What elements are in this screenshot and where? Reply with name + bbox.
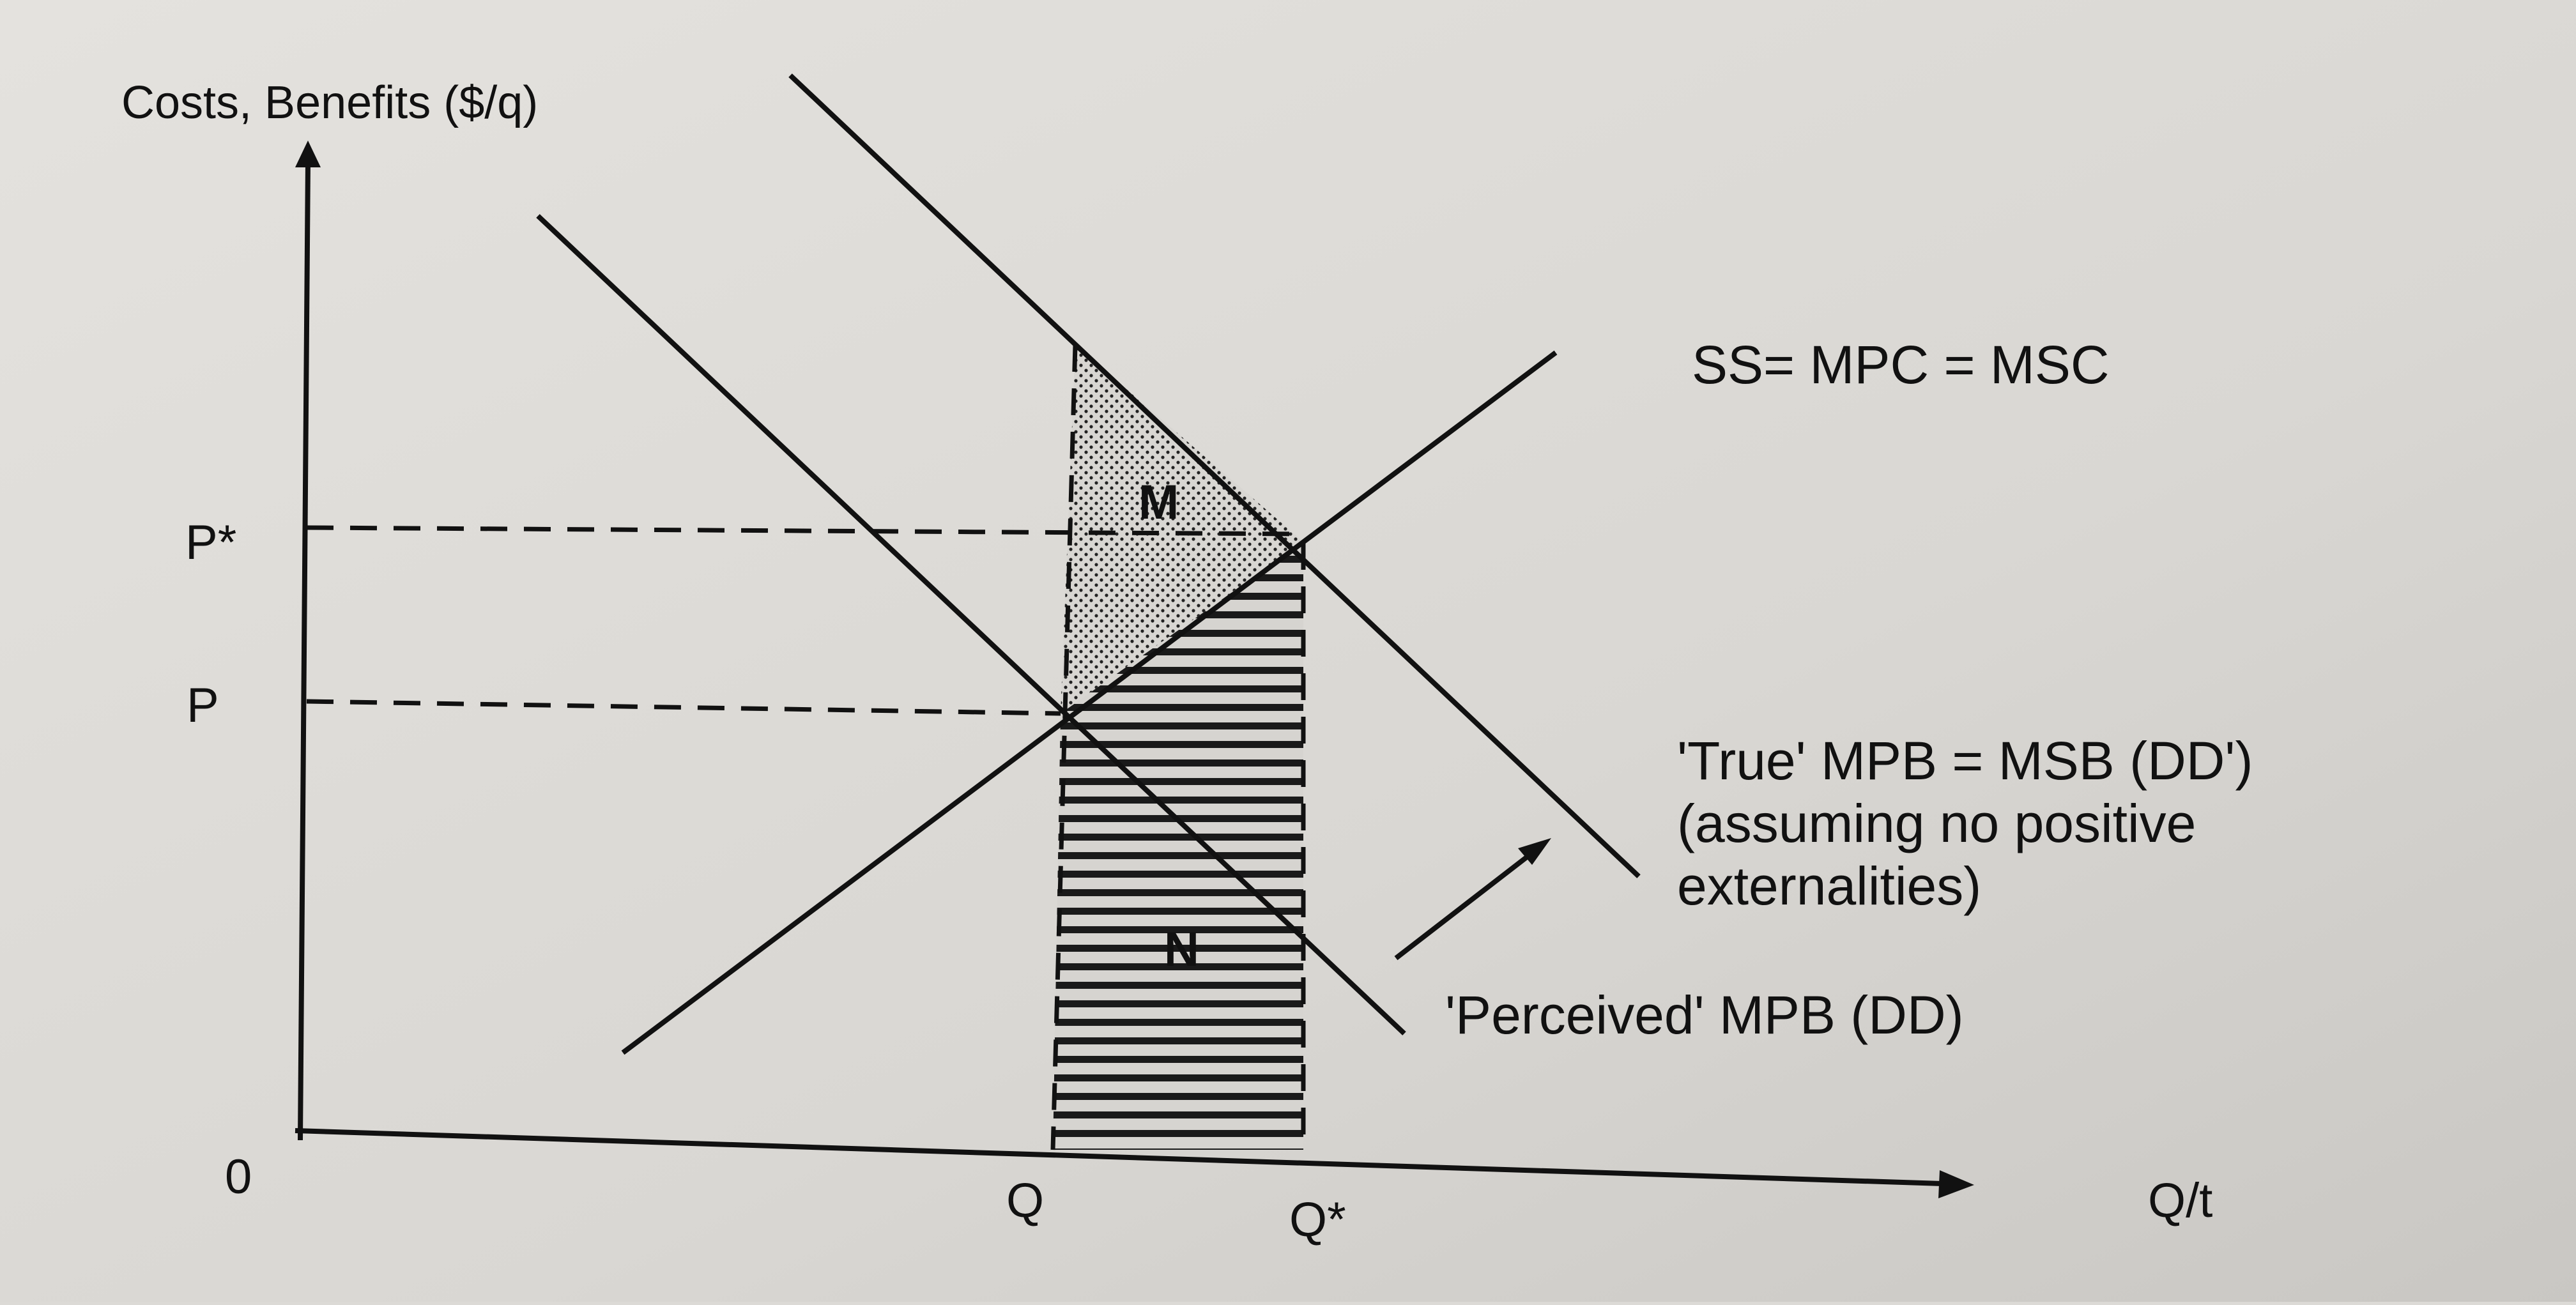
y-axis (298, 162, 310, 1141)
p-label: P (187, 678, 219, 733)
p-star-label: P* (185, 515, 236, 570)
curves (536, 73, 1641, 1055)
y-axis-arrow (295, 141, 321, 167)
q-star-label: Q* (1289, 1193, 1346, 1247)
region-m-label: M (1138, 475, 1179, 530)
origin-label: 0 (225, 1150, 252, 1204)
perceived-demand-curve (536, 214, 1406, 1035)
region-n-label: N (1164, 922, 1199, 977)
p-guide (306, 699, 1061, 716)
x-axis-arrow (1938, 1170, 1974, 1198)
q-label: Q (1006, 1173, 1044, 1228)
perceived-demand-label: 'Perceived' MPB (DD) (1445, 985, 1964, 1045)
true-demand-label-line2: (assuming no positive (1677, 793, 2196, 853)
true-demand-label-line1: 'True' MPB = MSB (DD') (1677, 731, 2253, 791)
x-axis-label: Q/t (2148, 1173, 2212, 1228)
shift-arrow-head (1518, 838, 1551, 865)
guide-lines (306, 344, 1306, 1150)
true-demand-label-line3: externalities) (1677, 856, 1981, 916)
p-star-guide (306, 525, 1304, 537)
supply-curve (621, 350, 1558, 1055)
axes (295, 162, 1943, 1186)
true-demand-curve (788, 73, 1641, 878)
x-axis (295, 1128, 1943, 1186)
region-n-striped (1053, 542, 1303, 1150)
y-axis-label: Costs, Benefits ($/q) (121, 77, 538, 128)
shift-arrow-line (1394, 847, 1538, 961)
q-guide (1050, 344, 1078, 1150)
region-m-dotted (1061, 345, 1303, 714)
supply-curve-label: SS= MPC = MSC (1692, 335, 2110, 395)
